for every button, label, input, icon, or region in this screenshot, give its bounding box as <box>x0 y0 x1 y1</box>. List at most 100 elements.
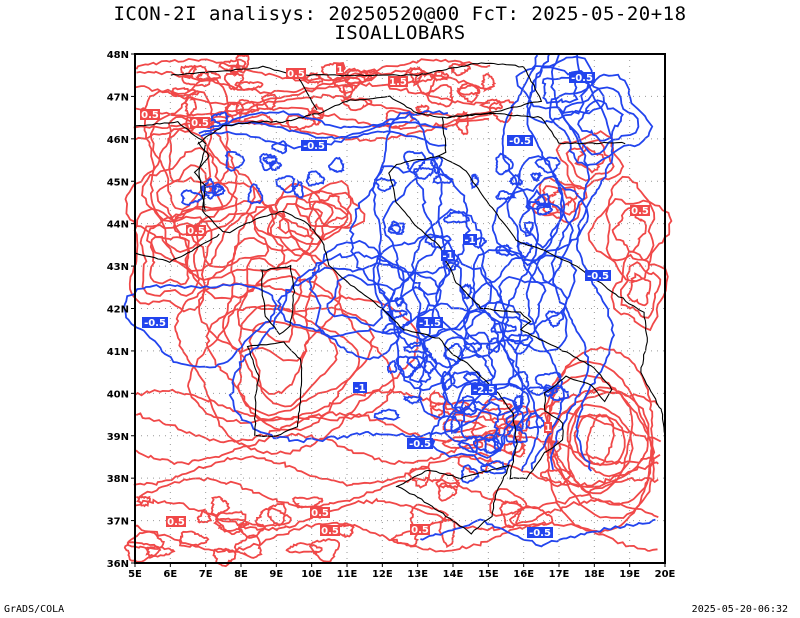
contour-label-negative-bg <box>142 317 168 328</box>
contour-positive <box>426 84 454 108</box>
contour-positive <box>276 202 324 238</box>
contour-label-positive: 0.5 <box>287 69 305 80</box>
contour-positive <box>205 305 375 432</box>
contour-label-positive-bg <box>544 422 552 433</box>
lon-tick-label: 13E <box>407 569 428 580</box>
chart-title: ICON-2I analisys: 20250520@00 FcT: 2025-… <box>113 3 687 25</box>
contour-label-negative: -1 <box>442 251 453 262</box>
contour-positive <box>480 72 497 93</box>
contour-label-negative: -2.5 <box>473 385 495 396</box>
coastline-france <box>135 233 220 264</box>
contour-positive <box>508 506 554 527</box>
contour-positive <box>260 93 278 111</box>
lat-tick-label: 48N <box>107 50 129 61</box>
contour-negative <box>450 415 461 435</box>
contour-label-positive: 0.5 <box>187 226 205 237</box>
contour-negative <box>548 73 654 167</box>
lon-tick-label: 19E <box>619 569 640 580</box>
contour-positive <box>139 222 200 297</box>
contour-negative <box>262 154 278 166</box>
contour-label-negative-bg <box>353 382 367 393</box>
contour-positive <box>218 58 247 74</box>
contour-positive <box>549 391 650 488</box>
contour-label-positive-bg <box>140 109 160 120</box>
contour-negative <box>493 275 547 326</box>
contour-positive <box>456 82 481 97</box>
contour-positive <box>134 93 492 118</box>
contour-negative <box>460 464 480 484</box>
contour-positive <box>499 500 523 529</box>
contour-positive <box>342 83 354 99</box>
coastline-balkans <box>438 155 663 411</box>
lat-tick-label: 43N <box>107 262 129 273</box>
contour-positive <box>541 438 562 459</box>
contour-label-positive: 1.5 <box>389 77 407 88</box>
contour-positive <box>332 76 364 94</box>
contour-positive <box>294 179 366 241</box>
contour-label-negative-bg <box>527 527 553 538</box>
contour-negative <box>424 234 452 249</box>
contour-negative <box>373 177 398 193</box>
lat-tick-label: 37N <box>107 517 129 528</box>
contour-positive <box>610 250 669 332</box>
coastline-sicily <box>395 464 510 535</box>
contour-positive <box>428 389 448 420</box>
lat-tick-label: 39N <box>107 432 129 443</box>
footer-left-credit: GrADS/COLA <box>4 604 65 615</box>
contour-negative <box>549 385 570 402</box>
contour-positive <box>197 205 342 395</box>
lon-tick-label: 11E <box>337 569 358 580</box>
contour-positive <box>542 185 579 216</box>
contour-label-negative-bg <box>301 140 327 151</box>
contour-negative <box>506 333 534 355</box>
contour-positive <box>144 545 176 558</box>
contour-positive <box>285 542 323 554</box>
contour-negative <box>491 431 506 452</box>
contour-negative <box>382 176 437 283</box>
contour-positive <box>267 502 287 527</box>
contour-negative <box>507 370 530 392</box>
contour-label-positive-bg <box>388 76 408 87</box>
contour-negative <box>308 262 413 338</box>
contour-negative <box>501 54 540 472</box>
lat-tick-label: 45N <box>107 177 129 188</box>
contour-label-negative: -1 <box>354 383 365 394</box>
contour-positive <box>573 413 626 467</box>
contour-positive <box>488 99 515 124</box>
contour-label-negative-bg <box>569 72 595 83</box>
contour-negative <box>480 460 507 475</box>
contour-label-negative-bg <box>585 270 611 281</box>
contour-positive <box>223 72 245 91</box>
contour-label-positive: 0.5 <box>321 526 339 537</box>
longitude-axis: 5E 6E 7E 8E 9E 10E 11E 12E 13E 14E 15E 16E 17E 18E 19E… <box>128 563 676 580</box>
lat-tick-label: 40N <box>107 389 129 400</box>
contour-negative <box>506 175 574 267</box>
contour-label-positive-bg <box>336 64 344 75</box>
contour-negative <box>199 110 449 130</box>
contour-positive <box>455 110 469 136</box>
contour-label-positive-bg <box>186 225 206 236</box>
coastline-sardinia <box>246 341 303 437</box>
contour-positive <box>565 138 615 182</box>
contour-positive <box>620 261 662 319</box>
contour-positive <box>136 476 659 510</box>
contour-negative <box>472 257 569 345</box>
contour-positive <box>234 98 259 116</box>
lon-tick-label: 17E <box>549 569 570 580</box>
contour-negative <box>228 251 495 444</box>
contour-negative <box>373 408 401 421</box>
contour-positive <box>587 175 673 283</box>
contour-negative <box>545 310 565 329</box>
contour-negative <box>505 409 526 432</box>
contour-label-positive-bg <box>190 117 210 128</box>
lon-tick-label: 20E <box>655 569 676 580</box>
lon-tick-label: 8E <box>234 569 248 580</box>
contour-label-negative-bg <box>417 317 443 328</box>
contour-label-negative: -0.5 <box>303 141 325 152</box>
contour-label-positive-bg <box>286 68 306 79</box>
lon-tick-label: 10E <box>301 569 322 580</box>
contour-negative <box>305 170 326 187</box>
contour-negative <box>202 177 215 200</box>
contour-positive <box>285 114 317 133</box>
contour-negative <box>462 370 482 386</box>
